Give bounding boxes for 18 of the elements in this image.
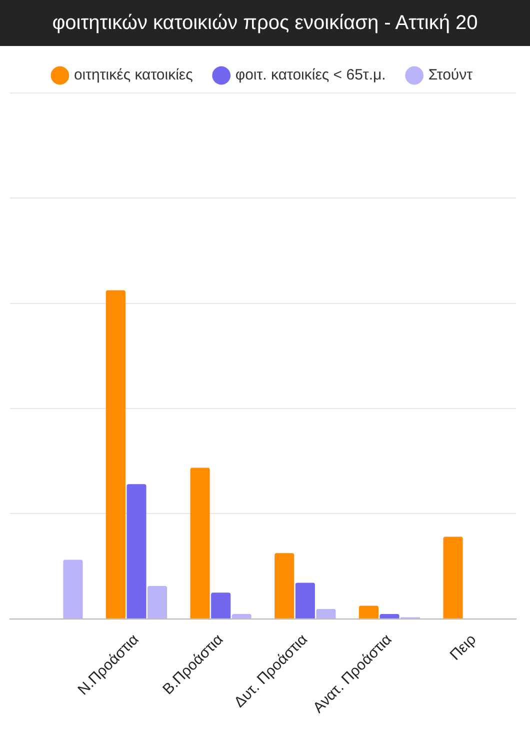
bar (380, 614, 400, 618)
x-tick-label: Πειρ (446, 631, 480, 664)
bar (358, 606, 378, 618)
legend-label: Στούντ (428, 66, 473, 84)
bar (316, 609, 336, 618)
legend-label: οιτητικές κατοικίες (74, 66, 193, 84)
legend-label: φοιτ. κατοικίες < 65τ.μ. (235, 66, 386, 84)
chart-title: φοιτητικών κατοικιών προς ενοικίαση - Αττική 20 (0, 0, 530, 46)
bar (274, 553, 294, 618)
bar (443, 536, 463, 618)
bar (232, 614, 252, 618)
bar (211, 592, 231, 618)
bar (148, 586, 168, 618)
bar (190, 468, 210, 618)
bar (295, 582, 315, 618)
bar (126, 484, 146, 618)
bar (106, 290, 126, 618)
bar (63, 560, 83, 618)
